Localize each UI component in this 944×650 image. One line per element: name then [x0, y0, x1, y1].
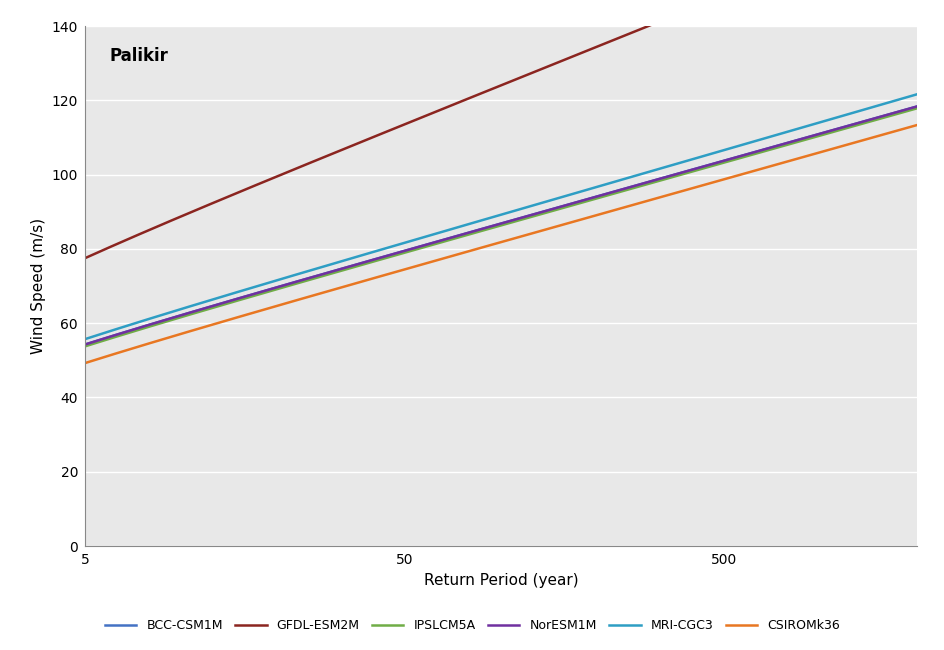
IPSLCM5A [910, 105, 921, 112]
BCC-CSM1M [890, 109, 902, 116]
Line: NorESM1M: NorESM1M [85, 107, 916, 344]
CSIROMk36 [79, 359, 91, 367]
BCC-CSM1M [79, 341, 91, 348]
CSIROMk36 [760, 163, 771, 171]
IPSLCM5A [760, 147, 771, 155]
NorESM1M [479, 224, 490, 232]
GFDL-ESM2M [529, 68, 540, 75]
NorESM1M [760, 145, 771, 153]
Text: Palikir: Palikir [110, 47, 169, 65]
Line: CSIROMk36: CSIROMk36 [85, 125, 916, 363]
Line: GFDL-ESM2M: GFDL-ESM2M [85, 0, 916, 258]
BCC-CSM1M [910, 103, 921, 111]
NorESM1M [79, 341, 91, 348]
MRI-CGC3 [574, 188, 585, 196]
NorESM1M [474, 226, 485, 233]
GFDL-ESM2M [474, 90, 485, 97]
GFDL-ESM2M [574, 49, 585, 57]
MRI-CGC3 [890, 96, 902, 104]
MRI-CGC3 [529, 201, 540, 209]
IPSLCM5A [890, 110, 902, 118]
IPSLCM5A [479, 226, 490, 234]
CSIROMk36 [479, 242, 490, 250]
MRI-CGC3 [760, 134, 771, 142]
GFDL-ESM2M [479, 88, 490, 96]
MRI-CGC3 [910, 90, 921, 98]
IPSLCM5A [79, 343, 91, 350]
Legend: BCC-CSM1M, GFDL-ESM2M, IPSLCM5A, NorESM1M, MRI-CGC3, CSIROMk36: BCC-CSM1M, GFDL-ESM2M, IPSLCM5A, NorESM1… [100, 614, 844, 637]
IPSLCM5A [474, 227, 485, 235]
MRI-CGC3 [474, 217, 485, 225]
Y-axis label: Wind Speed (m/s): Wind Speed (m/s) [31, 218, 46, 354]
IPSLCM5A [529, 212, 540, 220]
BCC-CSM1M [574, 198, 585, 205]
CSIROMk36 [574, 216, 585, 224]
BCC-CSM1M [760, 145, 771, 153]
GFDL-ESM2M [79, 254, 91, 262]
CSIROMk36 [529, 229, 540, 237]
NorESM1M [890, 109, 902, 116]
CSIROMk36 [890, 127, 902, 135]
X-axis label: Return Period (year): Return Period (year) [423, 573, 578, 588]
BCC-CSM1M [474, 226, 485, 233]
MRI-CGC3 [79, 335, 91, 343]
BCC-CSM1M [479, 224, 490, 232]
CSIROMk36 [910, 122, 921, 129]
NorESM1M [574, 198, 585, 205]
Line: IPSLCM5A: IPSLCM5A [85, 109, 916, 346]
CSIROMk36 [474, 244, 485, 252]
Line: BCC-CSM1M: BCC-CSM1M [85, 107, 916, 344]
IPSLCM5A [574, 199, 585, 207]
MRI-CGC3 [479, 215, 490, 223]
NorESM1M [529, 210, 540, 218]
NorESM1M [910, 103, 921, 111]
Line: MRI-CGC3: MRI-CGC3 [85, 94, 916, 339]
BCC-CSM1M [529, 210, 540, 218]
